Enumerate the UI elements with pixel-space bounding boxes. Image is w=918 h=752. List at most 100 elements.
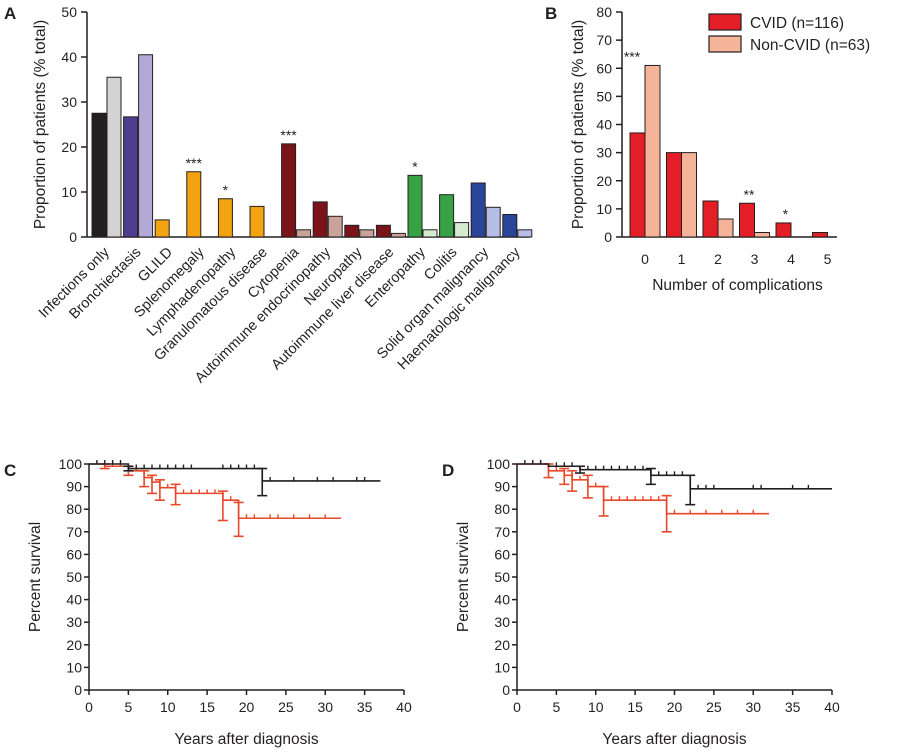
a-bar-cvid [470, 182, 486, 238]
a-y-tick-label: 10 [61, 184, 77, 200]
c-y-tick-label: 60 [66, 546, 82, 562]
b-y-tick-label: 70 [596, 32, 612, 48]
a-bar-noncvid [296, 229, 312, 238]
d-x-tick-label: 30 [745, 699, 761, 715]
panel-letter-a: A [4, 4, 16, 23]
b-x-tick-label: 2 [714, 251, 722, 267]
b-y-tick-label: 80 [596, 4, 612, 20]
legend-swatch-noncvid [708, 35, 742, 53]
c-y-tick-label: 50 [66, 569, 82, 585]
c-x-tick-label: 0 [85, 699, 93, 715]
a-bar-noncvid [327, 215, 343, 238]
a-bar-noncvid [106, 76, 122, 238]
a-significance-label: * [223, 182, 229, 198]
c-x-tick-label: 5 [124, 699, 132, 715]
a-bar-cvid [407, 174, 423, 238]
panel-letter-c: C [4, 461, 16, 480]
d-x-tick-label: 35 [785, 699, 801, 715]
d-x-tick-label: 40 [824, 699, 840, 715]
d-x-axis-title: Years after diagnosis [602, 731, 746, 748]
c-x-tick-label: 10 [160, 699, 176, 715]
d-y-tick-label: 20 [494, 637, 510, 653]
b-x-axis-title: Number of complications [652, 277, 823, 294]
a-y-tick-label: 30 [61, 94, 77, 110]
b-significance-label: * [783, 206, 789, 222]
a-significance-label: * [412, 158, 418, 174]
b-y-tick-label: 20 [596, 173, 612, 189]
a-bar-cvid [344, 224, 360, 238]
d-y-tick-label: 50 [494, 569, 510, 585]
b-significance-label: *** [624, 48, 641, 64]
c-y-tick-label: 20 [66, 637, 82, 653]
d-x-tick-label: 25 [706, 699, 722, 715]
a-bar-noncvid [138, 54, 154, 238]
a-y-tick-label: 40 [61, 49, 77, 65]
panel-d-survival-curve: 0 10 20 30 40 50 60 70 80 90 100 0 5 10 15 20 25 30 35 40 Ye… [455, 456, 840, 748]
a-significance-label: *** [280, 127, 297, 143]
b-y-tick-label: 40 [596, 117, 612, 133]
b-bar-cvid [739, 202, 755, 238]
c-y-tick-label: 70 [66, 524, 82, 540]
b-significance-label: ** [744, 186, 755, 202]
d-y-tick-label: 80 [494, 501, 510, 517]
a-bar-noncvid [422, 229, 438, 238]
c-y-tick-label: 10 [66, 659, 82, 675]
c-y-axis-title: Percent survival [27, 522, 44, 632]
a-bar-cvid [312, 201, 328, 238]
c-y-tick-label: 90 [66, 479, 82, 495]
a-bar-cvid [439, 194, 455, 238]
d-x-tick-label: 20 [667, 699, 683, 715]
c-y-tick-label: 100 [59, 456, 83, 472]
c-x-tick-label: 20 [239, 699, 255, 715]
d-y-tick-label: 100 [487, 456, 511, 472]
d-x-tick-label: 15 [627, 699, 643, 715]
b-bar-cvid [666, 152, 682, 238]
panel-a-bar-chart: 0 10 20 30 40 50 Proportion of patients (% tot… [32, 4, 533, 386]
d-x-tick-label: 0 [513, 699, 521, 715]
c-y-tick-label: 40 [66, 592, 82, 608]
legend: CVID (n=116) Non-CVID (n=63) [708, 13, 870, 54]
b-bar-cvid [812, 232, 828, 238]
b-x-tick-label: 1 [678, 251, 686, 267]
b-x-tick-label: 4 [787, 251, 795, 267]
b-y-tick-label: 30 [596, 145, 612, 161]
c-x-tick-label: 35 [357, 699, 373, 715]
b-y-tick-label: 50 [596, 88, 612, 104]
d-y-tick-label: 10 [494, 659, 510, 675]
b-bar-cvid [629, 132, 646, 238]
b-x-tick-label: 0 [641, 251, 649, 267]
b-bar-cvid [702, 200, 719, 238]
legend-label-noncvid: Non-CVID (n=63) [750, 37, 870, 54]
b-y-axis-title: Proportion of patients (% total) [570, 20, 587, 229]
panel-letter-b: B [545, 4, 557, 23]
c-x-tick-label: 25 [278, 699, 294, 715]
d-y-tick-label: 0 [502, 682, 510, 698]
d-y-axis-title: Percent survival [455, 522, 472, 632]
a-bar-noncvid [390, 232, 406, 238]
a-bar-cvid [502, 214, 518, 238]
b-bar-noncvid [681, 152, 697, 238]
a-bar-cvid [123, 116, 139, 238]
d-x-tick-label: 5 [552, 699, 560, 715]
c-y-tick-label: 30 [66, 614, 82, 630]
b-y-tick-label: 10 [596, 201, 612, 217]
a-bar-noncvid [359, 229, 375, 238]
b-y-tick-label: 60 [596, 60, 612, 76]
a-bar-cvid [281, 143, 297, 238]
c-y-tick-label: 80 [66, 501, 82, 517]
legend-swatch-cvid [708, 13, 742, 31]
d-y-tick-label: 70 [494, 524, 510, 540]
c-survival-line-black [89, 463, 381, 482]
d-y-tick-label: 30 [494, 614, 510, 630]
c-x-axis-title: Years after diagnosis [174, 731, 318, 748]
d-x-tick-label: 10 [588, 699, 604, 715]
b-y-tick-label: 0 [604, 229, 612, 245]
a-bar-cvid [91, 112, 107, 238]
b-bar-cvid [775, 222, 792, 238]
b-bar-noncvid [754, 232, 770, 238]
a-y-tick-label: 20 [61, 139, 77, 155]
a-bar-cvid [186, 171, 202, 238]
c-x-tick-label: 15 [199, 699, 215, 715]
